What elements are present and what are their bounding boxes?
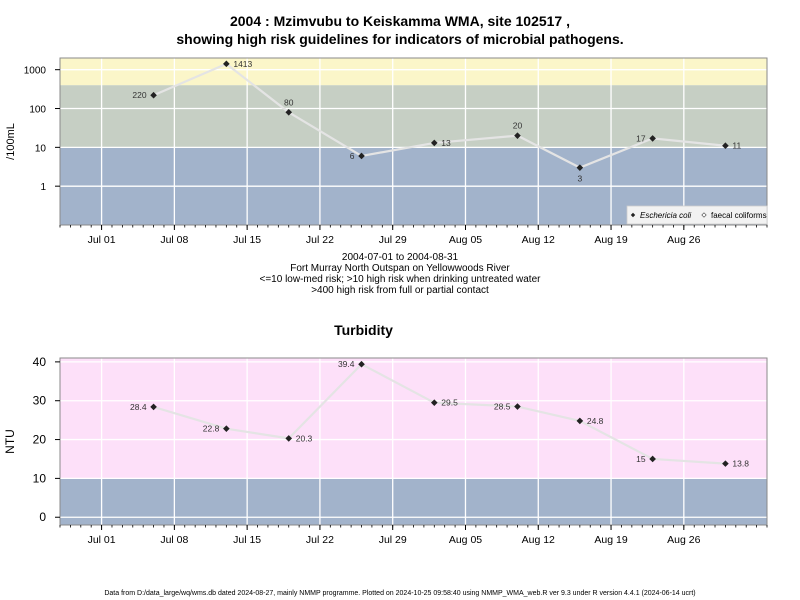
data-point bbox=[223, 60, 230, 68]
y-tick-label: 100 bbox=[29, 105, 46, 116]
y-tick-label: 30 bbox=[33, 394, 47, 408]
y-tick-label: 1000 bbox=[24, 66, 47, 77]
data-label: 28.5 bbox=[494, 402, 511, 412]
x-tick-label: Jul 08 bbox=[160, 234, 188, 246]
x-tick-label: Aug 26 bbox=[667, 234, 700, 246]
data-point bbox=[576, 164, 584, 171]
data-point bbox=[430, 399, 438, 406]
data-label: 28.4 bbox=[130, 402, 147, 412]
chart-caption: 2004-07-01 to 2004-08-31 Fort Murray Nor… bbox=[0, 252, 800, 296]
data-point bbox=[649, 135, 656, 142]
data-label: 24.8 bbox=[587, 416, 604, 426]
data-point bbox=[358, 152, 365, 160]
data-point bbox=[285, 435, 293, 442]
chart-title-line-2: showing high risk guidelines for indicat… bbox=[176, 31, 624, 47]
data-point bbox=[223, 425, 230, 432]
data-label: 11 bbox=[732, 141, 741, 151]
data-point bbox=[430, 139, 438, 147]
data-point bbox=[514, 403, 521, 410]
x-tick-label: Jul 22 bbox=[306, 234, 334, 246]
risk-band bbox=[60, 85, 767, 148]
caption-date-range: 2004-07-01 to 2004-08-31 bbox=[341, 252, 459, 263]
data-point bbox=[722, 142, 729, 150]
footer-note: Data from D:/data_large/wq/wms.db dated … bbox=[104, 590, 696, 597]
data-point bbox=[285, 108, 293, 116]
caption-drinking-risk: <=10 low-med risk; >10 high risk when dr… bbox=[259, 274, 541, 285]
data-label: 1413 bbox=[233, 59, 252, 69]
data-label: 39.4 bbox=[338, 359, 355, 369]
x-tick-label: Aug 12 bbox=[522, 534, 555, 546]
data-label: 15 bbox=[636, 454, 646, 464]
y-tick-label: 10 bbox=[35, 143, 47, 154]
x-tick-label: Jul 29 bbox=[379, 234, 407, 246]
legend-box bbox=[626, 205, 768, 225]
y-axis-label: NTU bbox=[3, 429, 17, 454]
x-tick-label: Aug 19 bbox=[594, 234, 627, 246]
y-tick-label: 10 bbox=[33, 471, 47, 485]
x-tick-label: Jul 22 bbox=[306, 534, 334, 546]
data-label: 17 bbox=[636, 133, 646, 143]
x-tick-label: Aug 05 bbox=[449, 534, 482, 546]
y-tick-label: 0 bbox=[39, 510, 46, 524]
chart-panel-2: Jul 01 Jul 08 Jul 15 Jul 22 Jul 29 Aug 05 Aug … bbox=[3, 322, 768, 546]
risk-band bbox=[60, 58, 767, 86]
risk-band bbox=[60, 478, 767, 525]
data-point bbox=[150, 403, 157, 411]
legend-marker-open bbox=[701, 212, 707, 218]
data-point bbox=[722, 460, 729, 467]
legend: Eschericia coli faecal coliforms bbox=[626, 205, 768, 225]
data-label: 13 bbox=[441, 138, 451, 148]
x-tick-label: Jul 08 bbox=[160, 534, 188, 546]
chart-title-line-1: 2004 : Mzimvubu to Keiskamma WMA, site 1… bbox=[229, 13, 570, 29]
data-label: 13.8 bbox=[732, 459, 749, 469]
panel-title: Turbidity bbox=[334, 322, 393, 338]
x-tick-label: Jul 01 bbox=[88, 534, 116, 546]
caption-contact-risk: >400 high risk from full or partial cont… bbox=[311, 285, 489, 296]
x-tick-label: Jul 15 bbox=[233, 534, 261, 546]
chart-panel-1: Jul 01 Jul 08 Jul 15 Jul 22 Jul 29 Aug 05 Aug … bbox=[5, 57, 768, 246]
data-point bbox=[576, 417, 584, 425]
data-label: 6 bbox=[350, 151, 355, 161]
caption-site-name: Fort Murray North Outspan on Yellowwoods… bbox=[290, 263, 510, 274]
y-tick-label: 20 bbox=[33, 433, 47, 447]
legend-label: Eschericia coli bbox=[640, 211, 691, 220]
data-label: 20.3 bbox=[296, 433, 313, 443]
y-axis-label: /100mL bbox=[5, 123, 17, 160]
data-label: 29.5 bbox=[441, 398, 458, 408]
data-point bbox=[514, 132, 521, 139]
y-tick-label: 40 bbox=[33, 355, 47, 369]
x-tick-label: Jul 29 bbox=[379, 534, 407, 546]
data-point bbox=[358, 360, 365, 368]
data-label: 220 bbox=[132, 90, 146, 100]
data-label: 20 bbox=[513, 121, 523, 131]
x-tick-label: Jul 01 bbox=[88, 234, 116, 246]
data-point bbox=[649, 455, 656, 463]
y-tick-label: 1 bbox=[40, 182, 46, 193]
legend-marker-filled bbox=[630, 212, 636, 218]
legend-label: faecal coliforms bbox=[711, 211, 767, 220]
x-tick-label: Aug 05 bbox=[449, 234, 482, 246]
data-label: 3 bbox=[577, 174, 582, 184]
x-tick-label: Aug 19 bbox=[594, 534, 627, 546]
x-tick-label: Aug 26 bbox=[667, 534, 700, 546]
x-tick-label: Jul 15 bbox=[233, 234, 261, 246]
x-tick-label: Aug 12 bbox=[522, 234, 555, 246]
data-label: 80 bbox=[284, 97, 294, 107]
data-point bbox=[150, 91, 157, 99]
data-label: 22.8 bbox=[203, 424, 220, 434]
